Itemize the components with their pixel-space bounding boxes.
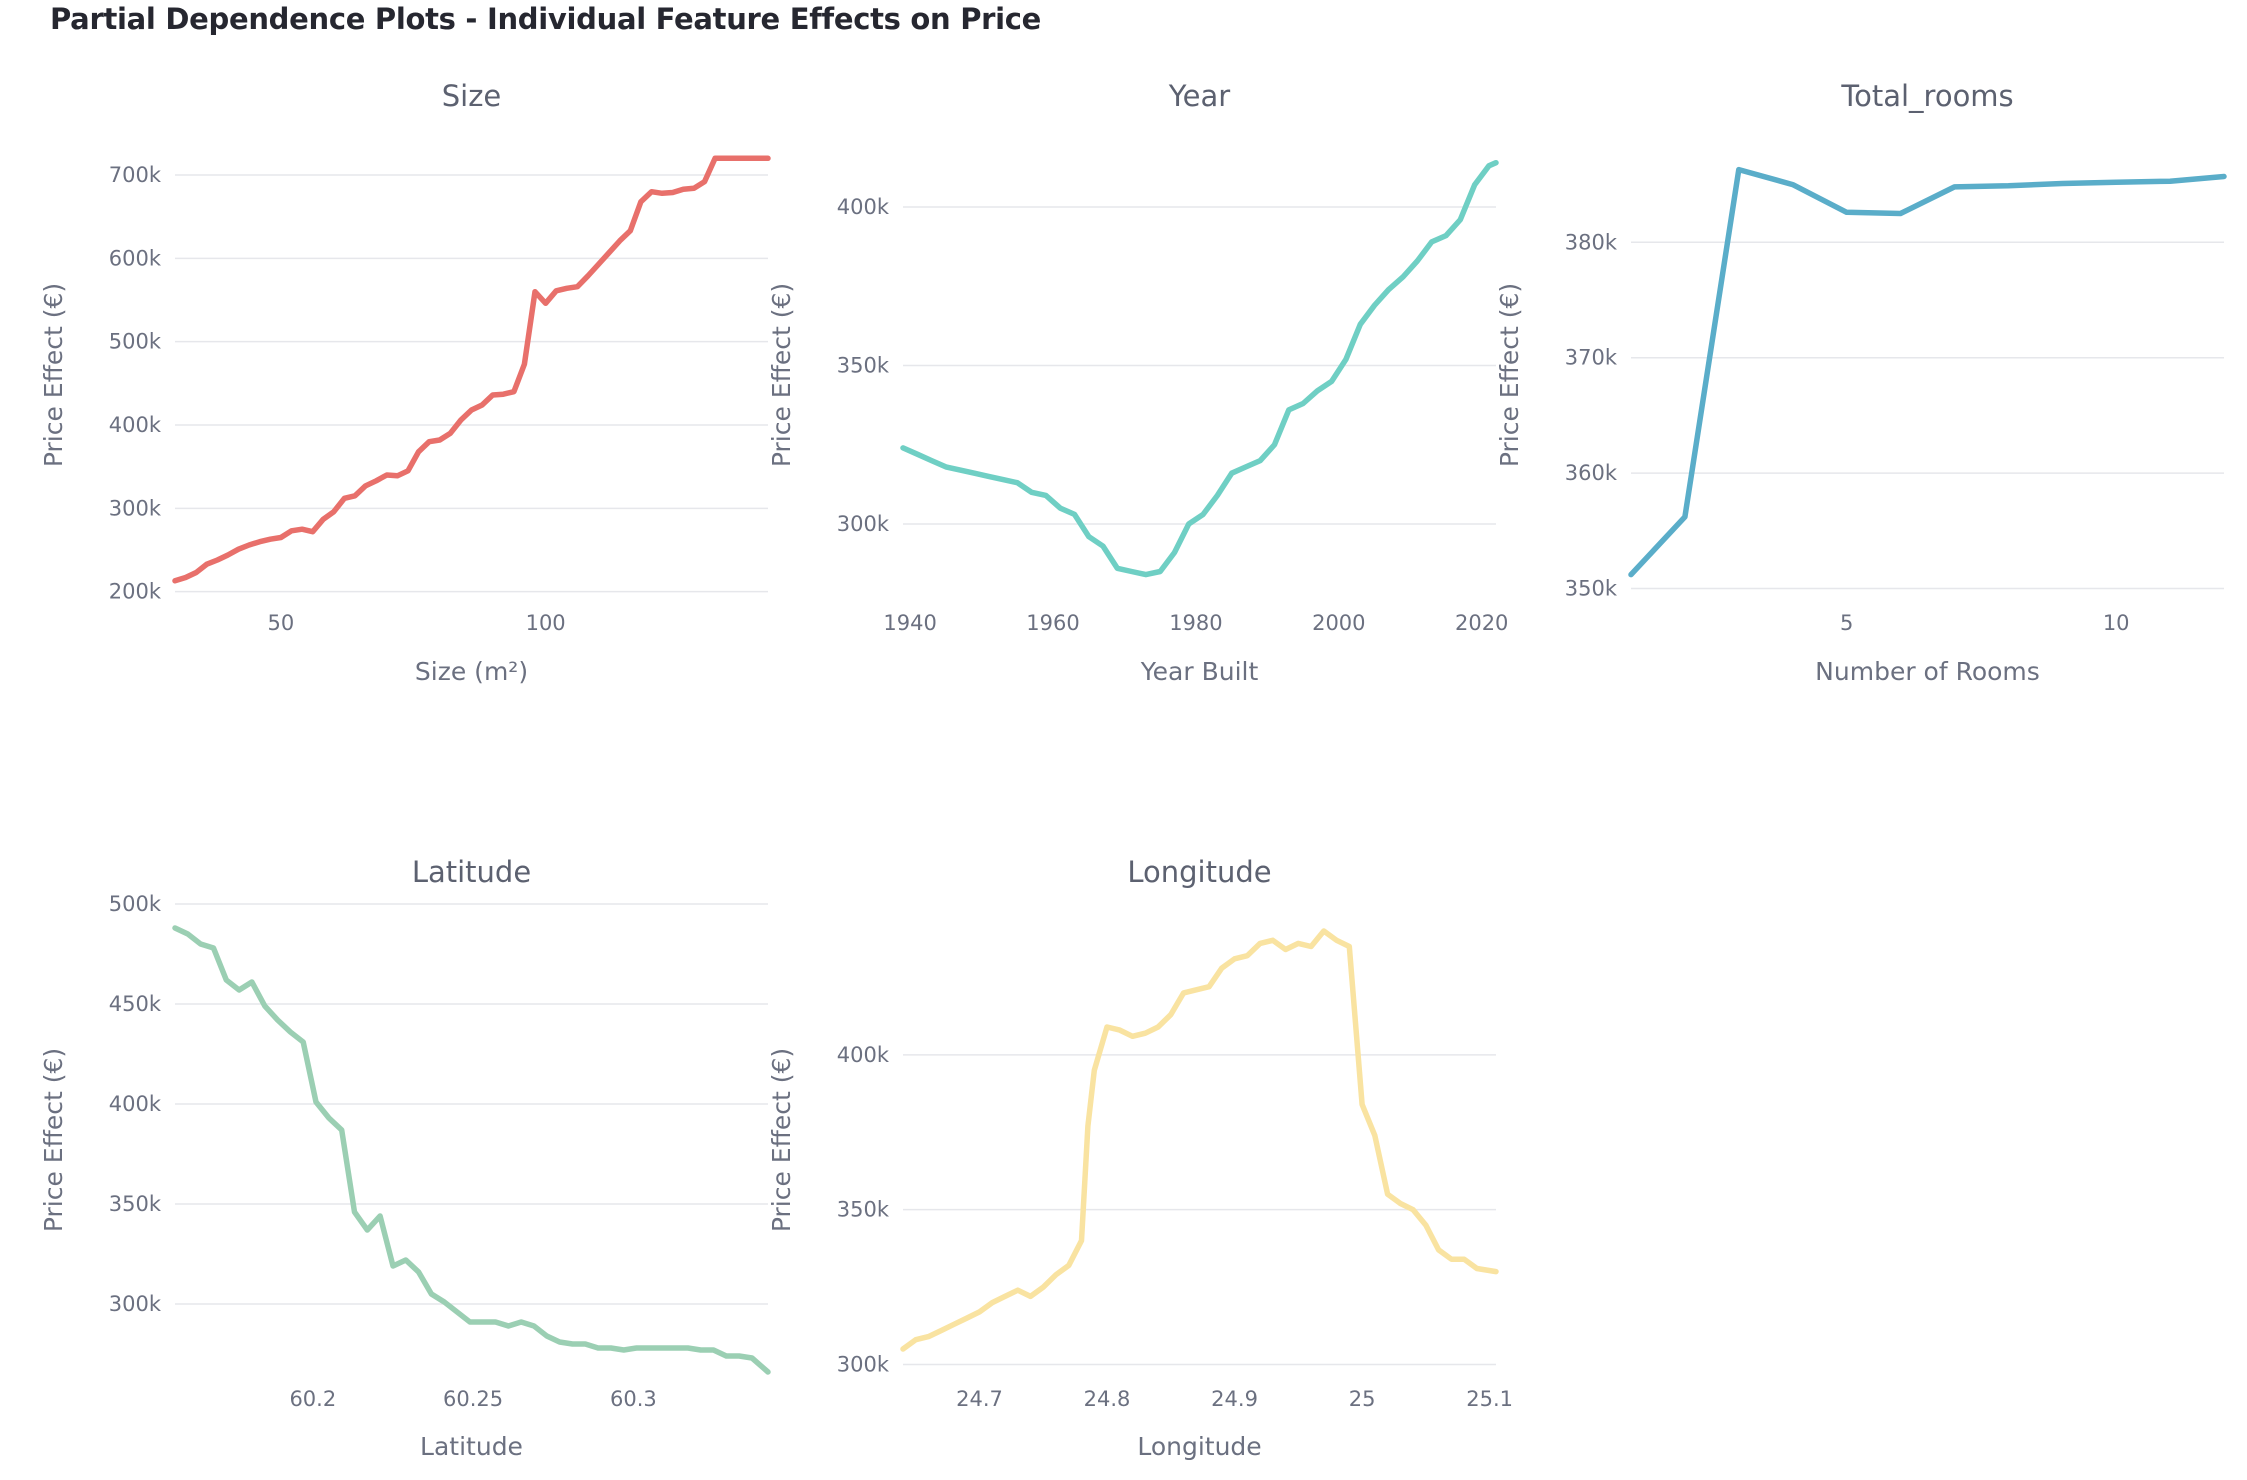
x-tick-label: 50 — [268, 611, 295, 635]
x-tick-label: 60.25 — [443, 1387, 503, 1411]
x-tick-label: 60.2 — [289, 1387, 336, 1411]
x-tick-label: 25 — [1349, 1387, 1376, 1411]
y-tick-label: 300k — [109, 496, 162, 520]
y-tick-label: 300k — [837, 512, 890, 536]
y-tick-label: 300k — [837, 1353, 890, 1377]
y-tick-label: 370k — [1565, 346, 1618, 370]
y-tick-label: 350k — [837, 1198, 890, 1222]
y-tick-label: 400k — [837, 1043, 890, 1067]
series-line — [172, 925, 771, 1375]
x-tick-label: 1960 — [1026, 611, 1079, 635]
subplot-title: Size — [442, 79, 502, 113]
x-axis-label: Number of Rooms — [1815, 657, 2040, 686]
x-tick-label: 24.9 — [1211, 1387, 1258, 1411]
subplot-title: Longitude — [1127, 855, 1271, 889]
page-title: Partial Dependence Plots - Individual Fe… — [50, 2, 1042, 36]
series-line — [1628, 166, 2227, 578]
x-tick-label: 1940 — [883, 611, 936, 635]
chart-2: 350k 360k 370k 380k 5 10 Total_rooms Number of … — [1495, 79, 2227, 686]
x-tick-label: 60.3 — [610, 1387, 657, 1411]
y-tick-label: 400k — [837, 195, 890, 219]
y-tick-label: 400k — [109, 1092, 162, 1116]
x-axis-label: Size (m²) — [415, 657, 528, 686]
series-line — [900, 928, 1499, 1352]
x-tick-label: 2000 — [1312, 611, 1365, 635]
y-axis-label: Price Effect (€) — [767, 283, 796, 467]
y-tick-label: 200k — [109, 580, 162, 604]
x-tick-label: 25.1 — [1466, 1387, 1513, 1411]
x-axis-label: Year Built — [1140, 657, 1259, 686]
x-tick-label: 2020 — [1455, 611, 1508, 635]
x-tick-label: 24.7 — [956, 1387, 1003, 1411]
y-axis-label: Price Effect (€) — [1495, 283, 1524, 467]
y-tick-label: 500k — [109, 892, 162, 916]
y-tick-label: 300k — [109, 1292, 162, 1316]
x-tick-label: 5 — [1840, 611, 1853, 635]
y-tick-label: 360k — [1565, 461, 1618, 485]
x-tick-label: 1980 — [1169, 611, 1222, 635]
series-line — [900, 159, 1499, 578]
y-tick-label: 380k — [1565, 230, 1618, 254]
x-tick-label: 10 — [2103, 611, 2130, 635]
chart-4: 300k 350k 400k 24.7 24.8 24.9 25 25.1 Longitude L… — [767, 855, 1513, 1461]
y-axis-label: Price Effect (€) — [39, 1048, 68, 1232]
y-tick-label: 350k — [837, 353, 890, 377]
y-tick-label: 350k — [109, 1192, 162, 1216]
y-tick-label: 700k — [109, 163, 162, 187]
chart-3: 300k 350k 400k 450k 500k 60.2 60.25 60.3 Latitud… — [39, 855, 771, 1461]
y-axis-label: Price Effect (€) — [39, 283, 68, 467]
x-axis-label: Latitude — [420, 1432, 523, 1461]
subplot-title: Year — [1168, 79, 1230, 113]
subplot-title: Latitude — [412, 855, 531, 889]
x-tick-label: 100 — [526, 611, 566, 635]
y-tick-label: 600k — [109, 246, 162, 270]
chart-1: 300k 350k 400k 1940 1960 1980 2000 2020 Year Year… — [767, 79, 1508, 686]
y-tick-label: 400k — [109, 413, 162, 437]
x-tick-label: 24.8 — [1084, 1387, 1131, 1411]
chart-0: 200k 300k 400k 500k 600k 700k 50 100 Size Size (m… — [39, 79, 771, 686]
x-axis-label: Longitude — [1137, 1432, 1261, 1461]
y-axis-label: Price Effect (€) — [767, 1048, 796, 1232]
y-tick-label: 450k — [109, 992, 162, 1016]
series-line — [172, 155, 771, 584]
y-tick-label: 350k — [1565, 576, 1618, 600]
subplot-title: Total_rooms — [1840, 79, 2013, 113]
y-tick-label: 500k — [109, 330, 162, 354]
